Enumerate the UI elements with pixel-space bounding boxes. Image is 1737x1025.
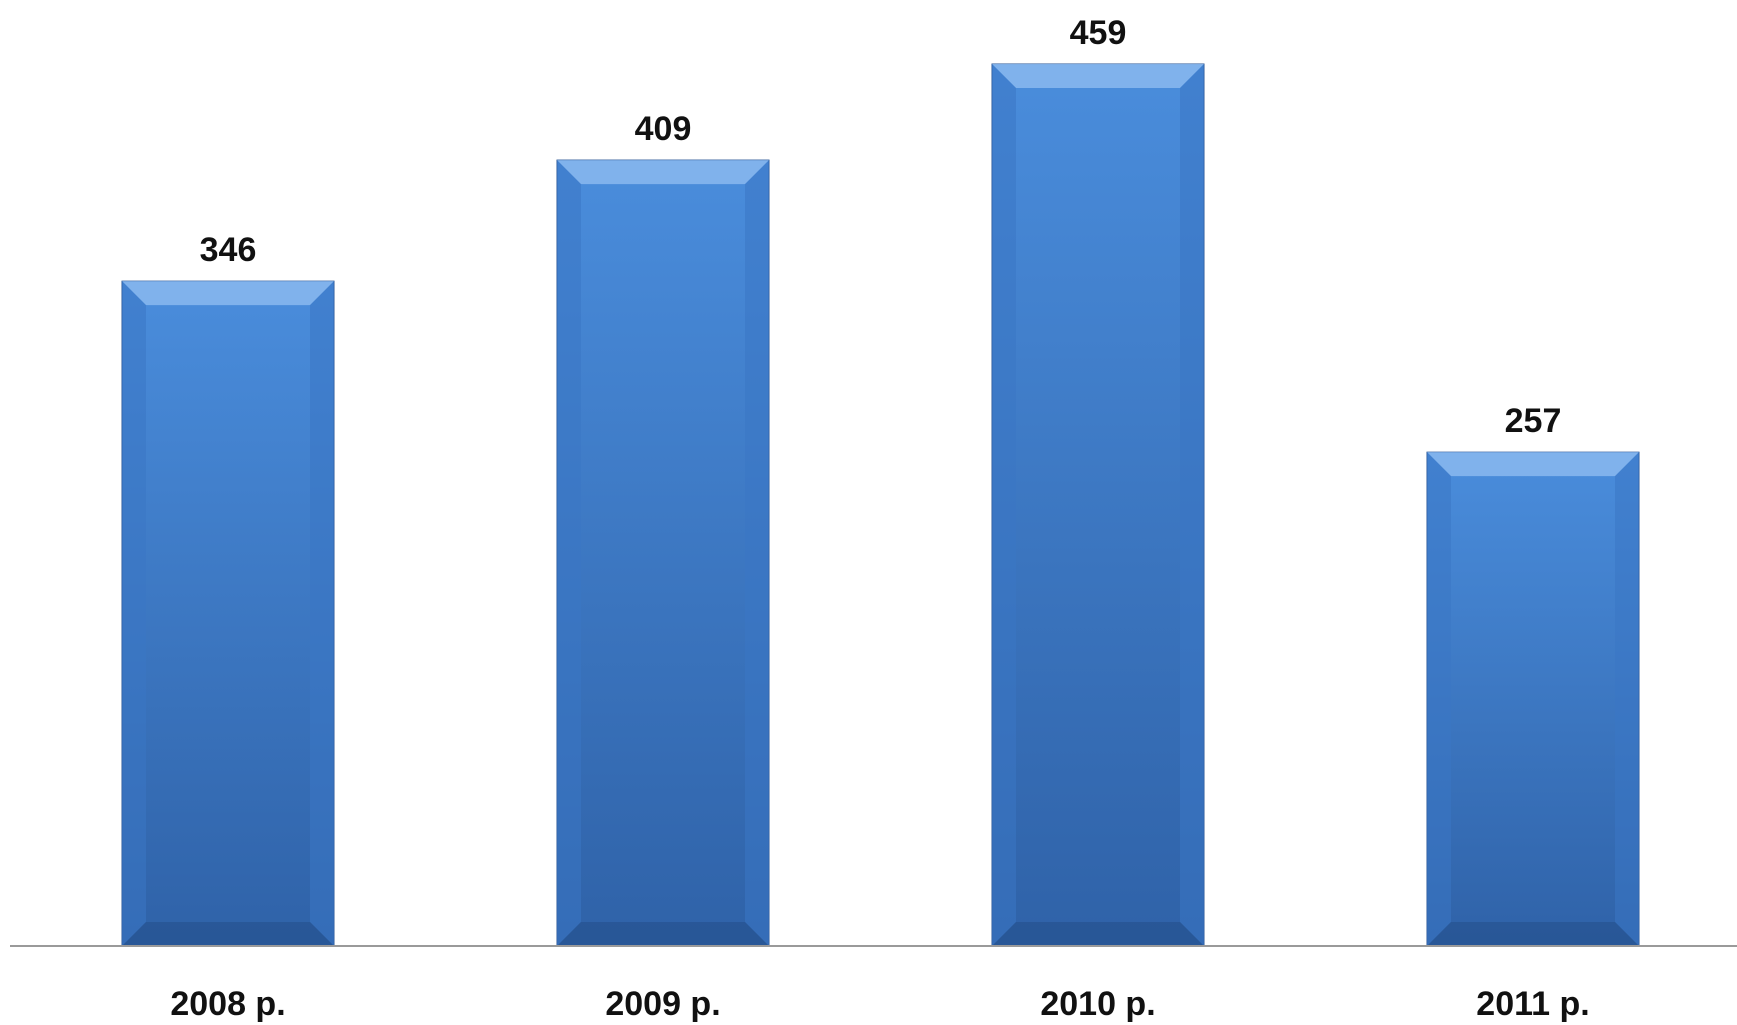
data-label: 459	[1070, 14, 1127, 52]
bar-bevel-left	[122, 281, 146, 946]
bar-bevel-left	[1427, 452, 1451, 946]
x-tick-label: 2011 р.	[1476, 985, 1589, 1023]
bars-layer	[121, 63, 1640, 947]
x-tick-label: 2008 р.	[170, 985, 285, 1023]
bar-bevel-right	[1615, 452, 1639, 946]
bar-bevel-top	[992, 64, 1204, 88]
bar-bevel-top	[1427, 452, 1639, 477]
data-label: 409	[635, 110, 692, 148]
x-tick-label: 2010 р.	[1040, 985, 1155, 1023]
bar-bevel-bottom	[992, 922, 1204, 946]
bar-bevel-top	[557, 160, 769, 185]
bar-bevel-top	[122, 281, 334, 306]
bar-bevel-left	[992, 64, 1016, 946]
bar-bevel-bottom	[557, 922, 769, 946]
bar-bevel-bottom	[1427, 922, 1639, 946]
bar-2010	[991, 63, 1205, 947]
bar-face	[1426, 451, 1640, 947]
bar-face	[121, 280, 335, 947]
bar-bevel-right	[745, 160, 769, 946]
bar-2011	[1426, 451, 1640, 947]
x-tick-label: 2009 р.	[605, 985, 720, 1023]
bar-bevel-left	[557, 160, 581, 946]
labels-layer: 346 2008 р. 409 2009 р. 459 2010 р. 257 2011 р.	[170, 14, 1589, 1023]
bar-bevel-right	[310, 281, 334, 946]
data-label: 257	[1505, 402, 1562, 440]
bar-2008	[121, 280, 335, 947]
bar-face	[556, 159, 770, 947]
bar-bevel-right	[1180, 64, 1204, 946]
data-label: 346	[200, 231, 257, 269]
bar-2009	[556, 159, 770, 947]
bar-face	[991, 63, 1205, 947]
bar-bevel-bottom	[122, 922, 334, 946]
